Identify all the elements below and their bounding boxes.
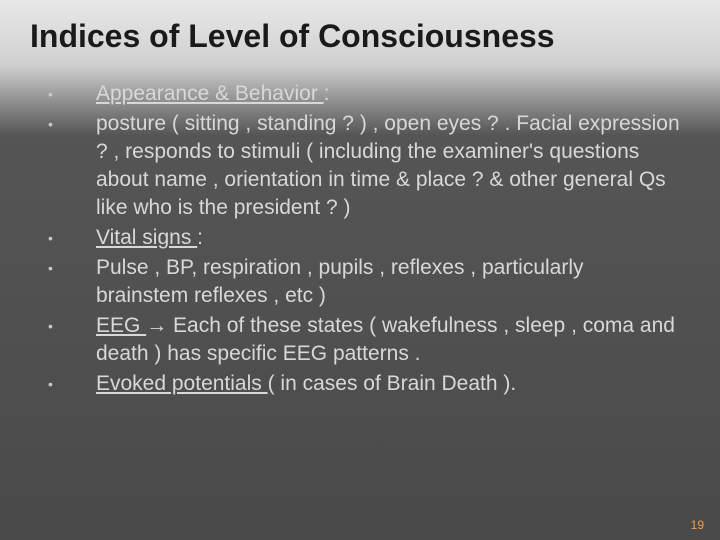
bullet-row: • posture ( sitting , standing ? ) , ope… bbox=[40, 110, 680, 222]
underlined-text: Appearance & Behavior bbox=[96, 82, 324, 105]
slide-title: Indices of Level of Consciousness bbox=[30, 18, 690, 55]
plain-text: : bbox=[324, 82, 330, 105]
underlined-text: Evoked potentials bbox=[96, 372, 268, 395]
slide: Indices of Level of Consciousness • Appe… bbox=[0, 0, 720, 540]
bullet-marker: • bbox=[40, 312, 96, 340]
bullet-text: Appearance & Behavior : bbox=[96, 80, 680, 108]
bullet-text: EEG → Each of these states ( wakefulness… bbox=[96, 312, 680, 368]
bullet-row: • Vital signs : bbox=[40, 224, 680, 252]
arrow-icon: → bbox=[146, 314, 167, 337]
underlined-text: Vital signs bbox=[96, 226, 197, 249]
plain-text: : bbox=[197, 226, 203, 249]
bullet-marker: • bbox=[40, 254, 96, 282]
underlined-text: EEG bbox=[96, 314, 146, 337]
bullet-row: • Evoked potentials ( in cases of Brain … bbox=[40, 370, 680, 398]
bullet-text: posture ( sitting , standing ? ) , open … bbox=[96, 110, 680, 222]
bullet-text: Evoked potentials ( in cases of Brain De… bbox=[96, 370, 680, 398]
bullet-marker: • bbox=[40, 110, 96, 138]
bullet-row: • Pulse , BP, respiration , pupils , ref… bbox=[40, 254, 680, 310]
bullet-text: Pulse , BP, respiration , pupils , refle… bbox=[96, 254, 680, 310]
bullet-marker: • bbox=[40, 370, 96, 398]
bullet-row: • EEG → Each of these states ( wakefulne… bbox=[40, 312, 680, 368]
slide-content: • Appearance & Behavior : • posture ( si… bbox=[40, 80, 680, 400]
page-number: 19 bbox=[691, 518, 704, 532]
plain-text: Each of these states ( wakefulness , sle… bbox=[96, 314, 675, 365]
plain-text: ( in cases of Brain Death ). bbox=[268, 372, 517, 395]
bullet-row: • Appearance & Behavior : bbox=[40, 80, 680, 108]
bullet-marker: • bbox=[40, 80, 96, 108]
bullet-marker: • bbox=[40, 224, 96, 252]
bullet-text: Vital signs : bbox=[96, 224, 680, 252]
